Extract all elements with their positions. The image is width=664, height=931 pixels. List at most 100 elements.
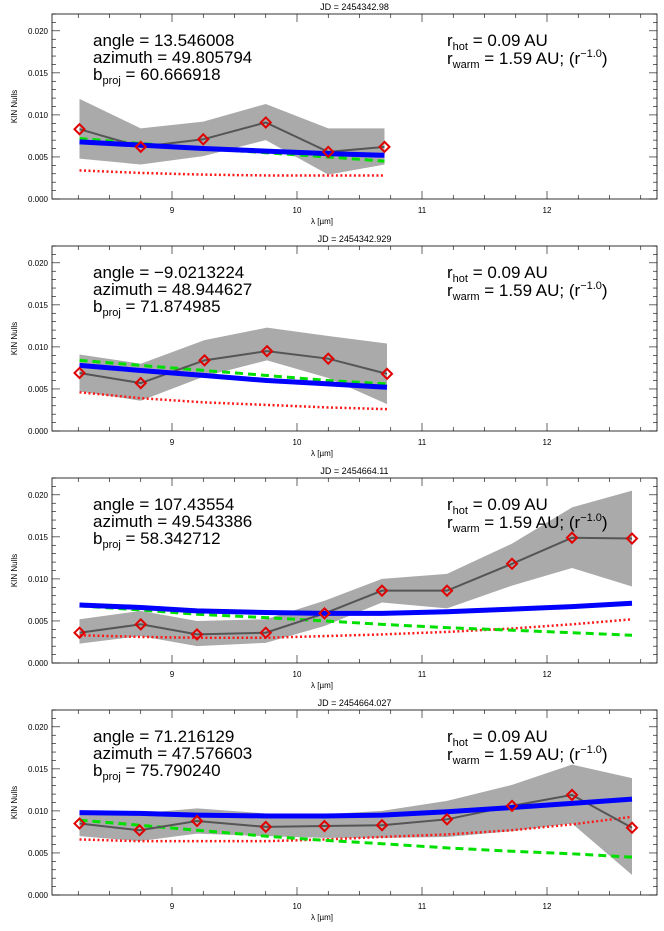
data-point <box>260 344 274 358</box>
data-point <box>375 818 389 832</box>
data-point <box>378 140 391 154</box>
rhot-subscript: hot <box>453 737 468 749</box>
data-point <box>73 122 86 136</box>
bproj-value: = 75.790240 <box>121 761 221 780</box>
x-axis-label: λ [µm] <box>311 681 333 690</box>
y-tick-label: 0.020 <box>28 27 49 36</box>
rhot-value: = 0.09 AU <box>468 495 548 514</box>
panel-2: JD = 2454342.929 0.000 0.005 0.010 0.015 0.02… <box>10 234 658 458</box>
total-model-line <box>79 600 633 616</box>
y-axis-label: KIN Nulls <box>10 90 19 123</box>
y-tick-label: 0.015 <box>28 301 49 310</box>
bproj-annotation: bproj = 60.666918 <box>93 65 221 87</box>
bproj-value: = 71.874985 <box>121 297 221 316</box>
data-point <box>505 799 519 813</box>
data-point <box>318 819 331 833</box>
rhot-annotation: rhot = 0.09 AU <box>447 727 548 749</box>
bproj-subscript: proj <box>102 771 120 783</box>
y-axis-label: KIN Nulls <box>10 786 19 819</box>
data-point <box>440 584 454 598</box>
x-axis-label: λ [µm] <box>311 913 333 922</box>
rwarm-value: = 1.59 AU; (r <box>480 513 581 532</box>
power-law-exponent: −1.0 <box>580 512 602 524</box>
data-point <box>259 116 273 129</box>
x-tick-label: 10 <box>293 206 302 215</box>
data-point <box>505 557 519 571</box>
x-tick-label: 12 <box>543 670 552 679</box>
x-axis-label: λ [µm] <box>311 217 333 226</box>
rwarm-value: = 1.59 AU; (r <box>480 49 581 68</box>
data-point <box>134 376 148 390</box>
rhot-annotation: rhot = 0.09 AU <box>447 495 548 517</box>
rhot-subscript: hot <box>453 273 468 285</box>
y-tick-label: 0.020 <box>28 723 49 732</box>
y-tick-label: 0.015 <box>28 533 49 542</box>
rwarm-annotation: rwarm = 1.59 AU; (r−1.0) <box>447 280 608 303</box>
y-tick-label: 0.005 <box>28 849 49 858</box>
data-point <box>73 817 86 830</box>
panel-1: JD = 2454342.98 0.000 0.005 0.010 0.015 0.020… <box>10 2 658 226</box>
data-point <box>190 814 204 828</box>
rwarm-value: = 1.59 AU; (r <box>480 281 581 300</box>
rwarm-close: ) <box>602 745 608 764</box>
bproj-value: = 60.666918 <box>121 65 221 84</box>
total-model-line <box>79 139 385 158</box>
bproj-value: = 58.342712 <box>121 529 221 548</box>
rwarm-subscript: warm <box>452 291 480 303</box>
rhot-value: = 0.09 AU <box>468 263 548 282</box>
azimuth-annotation: azimuth = 47.576603 <box>93 744 252 763</box>
uncertainty-band <box>79 764 632 875</box>
y-tick-label: 0.015 <box>28 69 49 78</box>
data-point <box>565 531 579 545</box>
y-tick-label: 0.000 <box>28 891 49 900</box>
rhot-subscript: hot <box>453 505 468 517</box>
panel-title: JD = 2454664.11 <box>320 466 388 476</box>
rhot-value: = 0.09 AU <box>468 31 548 50</box>
y-axis-label: KIN Nulls <box>10 554 19 587</box>
y-tick-label: 0.010 <box>28 111 49 120</box>
x-tick-label: 9 <box>170 206 175 215</box>
data-point <box>190 627 204 641</box>
data-point <box>259 626 273 640</box>
uncertainty-band <box>79 98 385 175</box>
x-tick-label: 10 <box>293 902 302 911</box>
x-tick-label: 11 <box>418 438 427 447</box>
power-law-exponent: −1.0 <box>580 744 602 756</box>
data-point <box>133 823 146 837</box>
y-tick-label: 0.000 <box>28 427 49 436</box>
angle-annotation: angle = 71.216129 <box>93 727 234 746</box>
warm-model-line <box>79 358 388 386</box>
total-model-line <box>79 362 388 390</box>
y-tick-label: 0.010 <box>28 575 49 584</box>
data-point <box>318 606 331 620</box>
rwarm-subscript: warm <box>452 523 480 535</box>
rhot-value: = 0.09 AU <box>468 727 548 746</box>
data-point <box>198 353 211 367</box>
rwarm-annotation: rwarm = 1.59 AU; (r−1.0) <box>447 744 608 767</box>
x-tick-label: 11 <box>418 902 427 911</box>
y-tick-label: 0.000 <box>28 659 49 668</box>
x-tick-label: 9 <box>170 902 175 911</box>
bproj-annotation: bproj = 75.790240 <box>93 761 221 783</box>
power-law-exponent: −1.0 <box>580 280 602 292</box>
measured-line <box>79 350 388 385</box>
panel-3: JD = 2454664.11 0.000 0.005 0.010 0.015 0.020… <box>10 466 658 690</box>
warm-model-line <box>79 604 633 637</box>
data-point <box>259 820 273 834</box>
measured-line <box>79 536 633 636</box>
data-point <box>73 366 86 380</box>
azimuth-annotation: azimuth = 48.944627 <box>93 280 252 299</box>
azimuth-annotation: azimuth = 49.543386 <box>93 512 252 531</box>
x-tick-label: 12 <box>543 902 552 911</box>
x-tick-label: 11 <box>418 670 427 679</box>
bproj-subscript: proj <box>102 539 120 551</box>
bproj-subscript: proj <box>102 75 120 87</box>
hot-model-line <box>79 169 385 177</box>
panel-title: JD = 2454342.929 <box>318 234 392 244</box>
rwarm-subscript: warm <box>452 755 480 767</box>
data-point <box>321 145 335 159</box>
rhot-annotation: rhot = 0.09 AU <box>447 31 548 53</box>
angle-annotation: angle = −9.0213224 <box>93 263 244 282</box>
panel-title: JD = 2454342.98 <box>320 2 389 12</box>
data-point <box>565 788 579 802</box>
